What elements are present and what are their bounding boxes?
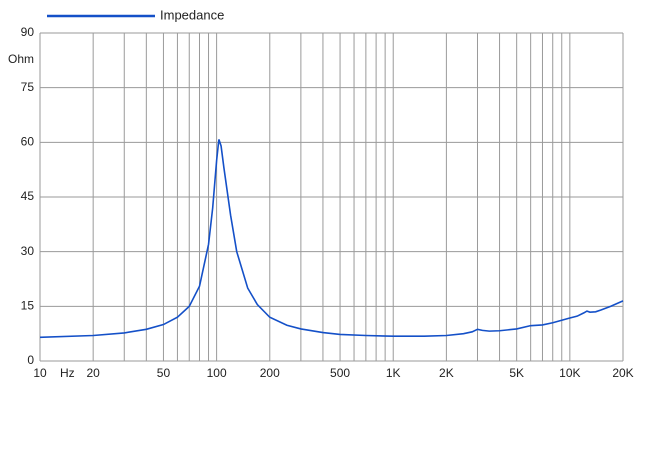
y-tick-label: 30 bbox=[21, 244, 35, 258]
x-axis-label: Hz bbox=[60, 366, 75, 380]
x-tick-label: 10K bbox=[559, 366, 580, 380]
x-tick-label: 10 bbox=[33, 366, 47, 380]
x-tick-label: 100 bbox=[207, 366, 227, 380]
x-tick-label: 50 bbox=[157, 366, 171, 380]
y-tick-label: 0 bbox=[27, 353, 34, 367]
x-tick-label: 500 bbox=[330, 366, 350, 380]
y-tick-label: 60 bbox=[21, 135, 35, 149]
y-tick-label: 75 bbox=[21, 80, 35, 94]
x-tick-label: 20 bbox=[86, 366, 100, 380]
legend-label: Impedance bbox=[160, 7, 224, 22]
impedance-line bbox=[39, 139, 624, 339]
x-tick-label: 20K bbox=[612, 366, 633, 380]
y-tick-label: 45 bbox=[21, 189, 35, 203]
y-tick-label: 90 bbox=[21, 25, 35, 39]
x-tick-label: 200 bbox=[260, 366, 280, 380]
x-tick-label: 1K bbox=[386, 366, 401, 380]
x-tick-label: 2K bbox=[439, 366, 454, 380]
y-tick-label: 15 bbox=[21, 299, 35, 313]
x-tick-label: 5K bbox=[509, 366, 524, 380]
y-axis-label: Ohm bbox=[8, 52, 34, 66]
